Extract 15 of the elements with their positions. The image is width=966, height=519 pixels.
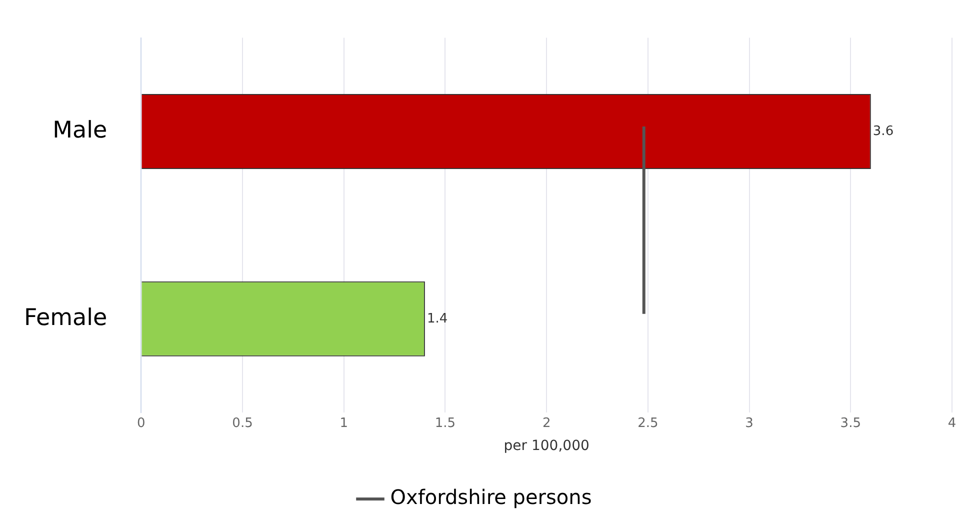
- x-tick-label: 2: [542, 416, 551, 431]
- y-tick-label: Female: [24, 304, 108, 331]
- x-tick-label: 4: [948, 416, 956, 431]
- x-tick-label: 3: [745, 416, 754, 431]
- data-label: 3.6: [872, 124, 894, 139]
- x-tick-label: 1.5: [434, 416, 456, 431]
- x-axis-title: per 100,000: [504, 438, 590, 454]
- x-tick-label: 3.5: [840, 416, 861, 431]
- data-label: 1.4: [426, 311, 448, 326]
- x-tick-label: 0: [137, 416, 146, 431]
- x-tick-label: 0.5: [232, 416, 253, 431]
- legend-label: Oxfordshire persons: [390, 485, 592, 510]
- y-tick-label: Male: [52, 117, 108, 144]
- x-tick-label: 2.5: [638, 416, 658, 431]
- x-tick-label: 1: [340, 416, 348, 431]
